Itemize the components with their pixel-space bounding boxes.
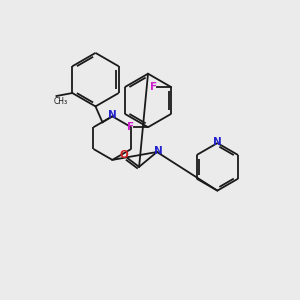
Text: F: F xyxy=(150,82,157,92)
Text: F: F xyxy=(127,122,134,132)
Text: O: O xyxy=(120,150,129,160)
Text: N: N xyxy=(154,146,162,156)
Text: N: N xyxy=(108,110,117,120)
Text: N: N xyxy=(213,136,222,147)
Text: CH₃: CH₃ xyxy=(53,97,68,106)
